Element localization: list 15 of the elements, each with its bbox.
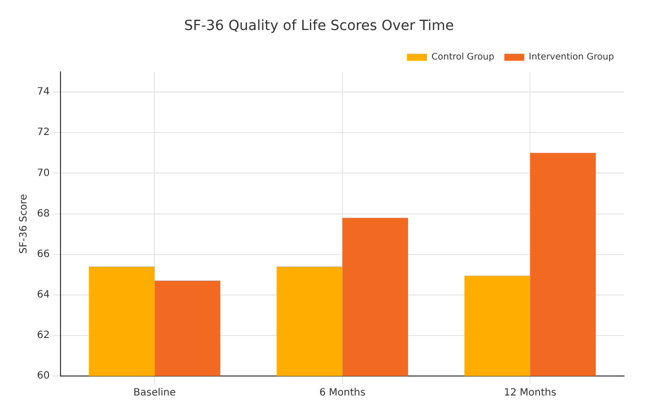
y-tick-label: 60	[36, 370, 50, 382]
y-axis-title: SF-36 Score	[18, 194, 30, 254]
x-tick-label: 12 Months	[504, 388, 556, 399]
x-tick-label: Baseline	[133, 388, 176, 399]
y-tick-label: 68	[36, 208, 50, 220]
y-tick-label: 70	[36, 168, 50, 179]
y-tick-label: 66	[36, 248, 50, 260]
legend-label: Intervention Group	[528, 52, 614, 63]
y-tick-label: 72	[36, 127, 50, 138]
y-tick-label: 64	[36, 289, 50, 300]
legend-label: Control Group	[432, 52, 495, 63]
y-tick-label: 62	[36, 330, 50, 342]
chart-title: SF-36 Quality of Life Scores Over Time	[184, 18, 454, 34]
y-tick-label: 74	[36, 86, 50, 98]
x-tick-label: 6 Months	[319, 388, 366, 399]
